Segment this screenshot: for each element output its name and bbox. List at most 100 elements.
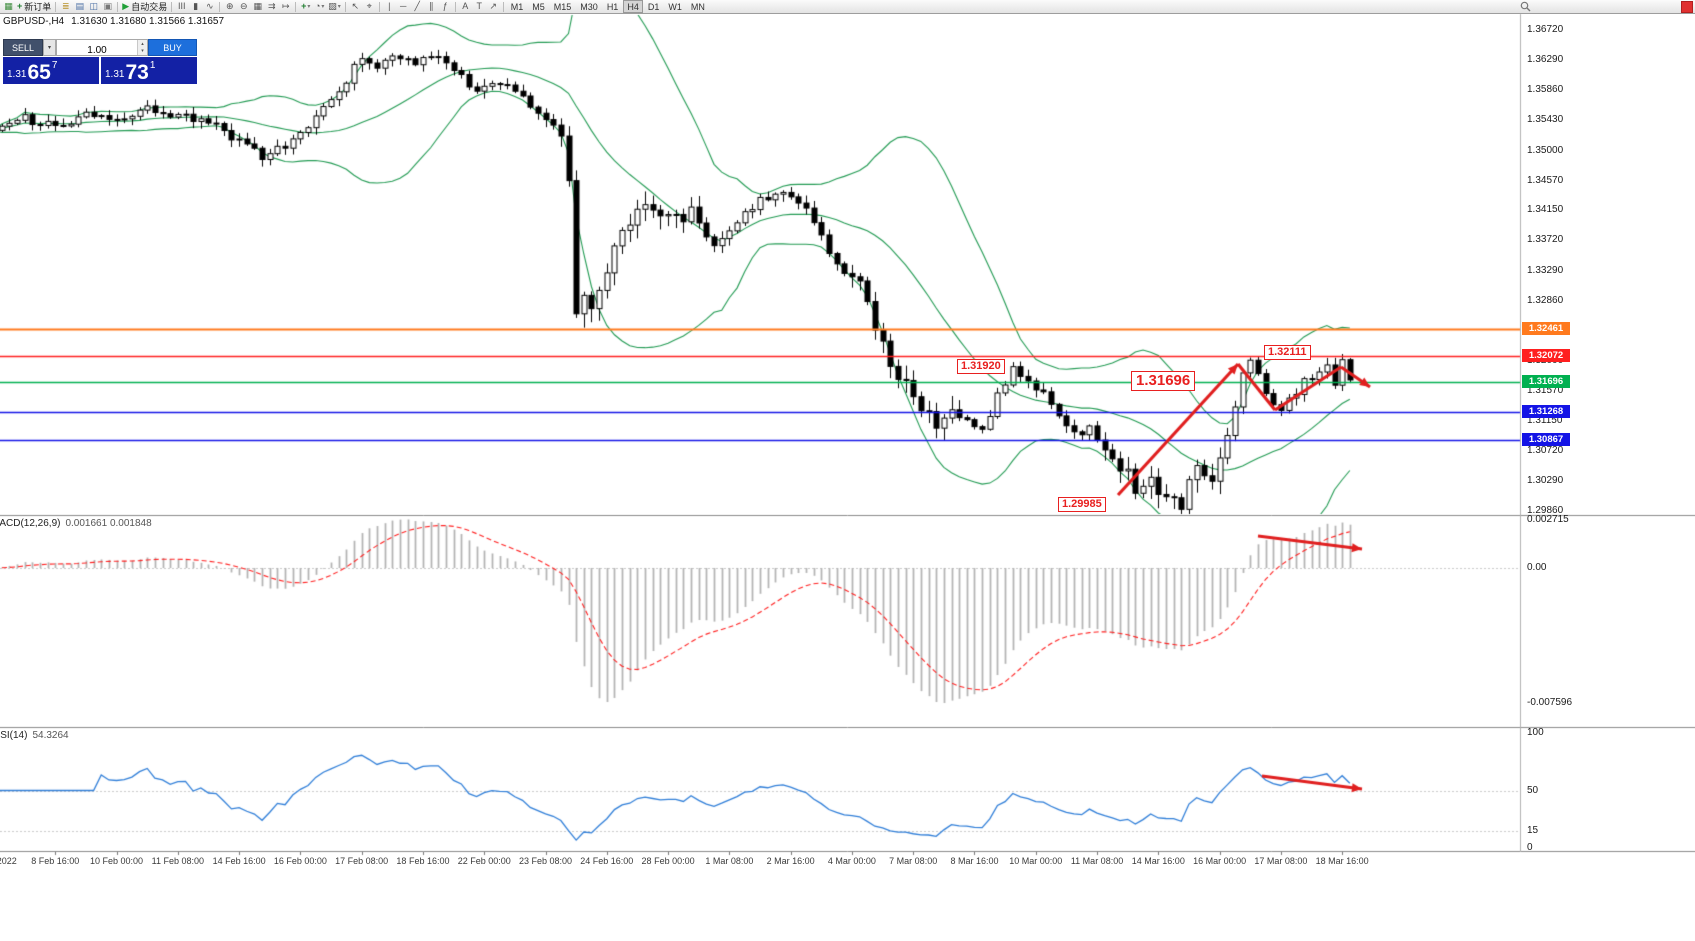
autotrading-button-label: 自动交易 xyxy=(131,2,168,12)
market-watch-icon: ≣ xyxy=(62,1,70,11)
navigator-button[interactable]: ◫ xyxy=(87,0,100,13)
trendline-button[interactable]: ╱ xyxy=(411,0,424,13)
fibonacci-icon: ƒ xyxy=(442,1,448,11)
toolbar-separator xyxy=(117,1,119,12)
channel-icon: ∥ xyxy=(429,1,434,11)
crosshair-button[interactable]: ⌖ xyxy=(363,0,376,13)
ask-price-prefix: 1.31 xyxy=(105,69,125,80)
toolbar: ▦ + 新订单 ≣ ▤ ◫ ▣ ▶ 自动交易 III ▮ ∿ ⊕ ⊖ ▦ ⇉ ↦ + ▾ ◔ ▾ ▨ ▾ ↖ ⌖ | ─ ╱ ∥ ƒ A T ↗… xyxy=(0,0,1695,14)
bid-price-display: 1.31 65 7 xyxy=(3,57,99,84)
zoom-in-button[interactable]: ⊕ xyxy=(223,0,236,13)
toolbar-separator xyxy=(344,1,346,12)
bid-price-prefix: 1.31 xyxy=(7,69,27,80)
zoom-in-icon: ⊕ xyxy=(225,1,234,11)
new-order-button[interactable]: + 新订单 xyxy=(16,0,52,13)
toolbar-separator xyxy=(295,1,297,12)
label-button[interactable]: T xyxy=(473,0,486,13)
toolbar-separator xyxy=(171,1,173,12)
toolbar-separator xyxy=(378,1,380,12)
templates-icon: ▨ xyxy=(328,1,337,11)
terminal-icon: ▣ xyxy=(103,1,113,11)
timeframe-mn-button[interactable]: MN xyxy=(690,1,705,12)
indicators-icon: + xyxy=(301,1,307,11)
candles-chart-button[interactable]: ▮ xyxy=(189,0,202,13)
timeframe-h1-button[interactable]: H1 xyxy=(606,1,619,12)
chevron-down-icon: ▾ xyxy=(307,4,311,10)
ask-price-sup: 1 xyxy=(149,60,156,71)
new-order-icon: + xyxy=(17,1,23,11)
horizontal-line-icon: ─ xyxy=(400,1,407,11)
vertical-line-button[interactable]: | xyxy=(383,0,396,13)
data-window-button[interactable]: ▤ xyxy=(73,0,86,13)
notification-badge[interactable] xyxy=(1681,1,1693,13)
bid-price-big: 65 xyxy=(27,61,51,85)
data-window-icon: ▤ xyxy=(75,1,85,11)
candles-chart-icon: ▮ xyxy=(193,1,199,11)
auto-scroll-icon: ⇉ xyxy=(267,1,276,11)
timeframe-m30-button[interactable]: M30 xyxy=(580,1,598,12)
volume-input[interactable] xyxy=(57,43,147,58)
autotrading-button[interactable]: ▶ 自动交易 xyxy=(121,0,168,13)
volume-field: ▴ ▾ xyxy=(56,39,148,58)
market-watch-button[interactable]: ≣ xyxy=(59,0,72,13)
new-chart-button[interactable]: ▦ xyxy=(2,0,15,13)
bars-chart-icon: III xyxy=(177,1,186,11)
timeframe-w1-button[interactable]: W1 xyxy=(668,1,682,12)
timeframe-m15-button[interactable]: M15 xyxy=(553,1,572,12)
bid-price-sup: 7 xyxy=(51,60,58,71)
periods-button[interactable]: ◔ ▾ xyxy=(313,0,326,13)
sell-button[interactable]: SELL xyxy=(3,39,43,56)
bars-chart-button[interactable]: III xyxy=(175,0,188,13)
volume-decrease-button[interactable]: ▾ xyxy=(138,47,147,55)
timeframe-m1-button[interactable]: M1 xyxy=(510,1,524,12)
toolbar-separator xyxy=(454,1,456,12)
chart-shift-icon: ↦ xyxy=(281,1,290,11)
ask-price-big: 73 xyxy=(125,61,149,85)
vertical-line-icon: | xyxy=(388,1,391,11)
tile-windows-icon: ▦ xyxy=(253,1,262,11)
new-order-button-label: 新订单 xyxy=(24,2,52,12)
chevron-down-icon: ▾ xyxy=(47,45,51,51)
toolbar-separator xyxy=(219,1,221,12)
terminal-button[interactable]: ▣ xyxy=(101,0,114,13)
search-icon[interactable] xyxy=(1520,1,1531,12)
buy-button[interactable]: BUY xyxy=(148,39,197,56)
arrows-button[interactable]: ↗ xyxy=(487,0,500,13)
zoom-out-button[interactable]: ⊖ xyxy=(237,0,250,13)
crosshair-icon: ⌖ xyxy=(366,1,372,11)
fibonacci-button[interactable]: ƒ xyxy=(439,0,452,13)
autotrading-icon: ▶ xyxy=(122,1,130,11)
trendline-icon: ╱ xyxy=(414,1,420,11)
timeframe-d1-button[interactable]: D1 xyxy=(647,1,660,12)
text-button[interactable]: A xyxy=(459,0,472,13)
toolbar-separator xyxy=(55,1,57,12)
volume-preset-dropdown[interactable]: ▾ xyxy=(43,39,56,56)
timeframe-m5-button[interactable]: M5 xyxy=(532,1,545,12)
line-chart-icon: ∿ xyxy=(205,1,214,11)
templates-button[interactable]: ▨ ▾ xyxy=(327,0,342,13)
zoom-out-icon: ⊖ xyxy=(239,1,248,11)
ask-price-display: 1.31 73 1 xyxy=(101,57,197,84)
volume-increase-button[interactable]: ▴ xyxy=(138,40,147,48)
tile-windows-button[interactable]: ▦ xyxy=(251,0,264,13)
channel-button[interactable]: ∥ xyxy=(425,0,438,13)
line-chart-button[interactable]: ∿ xyxy=(203,0,216,13)
periods-icon: ◔ xyxy=(314,1,321,11)
timeframe-h4-button[interactable]: H4 xyxy=(623,0,643,13)
cursor-icon: ↖ xyxy=(351,1,360,11)
chart-shift-button[interactable]: ↦ xyxy=(279,0,292,13)
cursor-button[interactable]: ↖ xyxy=(349,0,362,13)
arrows-icon: ↗ xyxy=(489,1,498,11)
navigator-icon: ◫ xyxy=(89,1,99,11)
toolbar-separator xyxy=(502,1,504,12)
chevron-down-icon: ▾ xyxy=(321,4,325,10)
text-icon: A xyxy=(462,1,469,11)
horizontal-line-button[interactable]: ─ xyxy=(397,0,410,13)
auto-scroll-button[interactable]: ⇉ xyxy=(265,0,278,13)
indicators-button[interactable]: + ▾ xyxy=(299,0,312,13)
chevron-down-icon: ▾ xyxy=(337,4,341,10)
new-chart-icon: ▦ xyxy=(4,1,13,11)
